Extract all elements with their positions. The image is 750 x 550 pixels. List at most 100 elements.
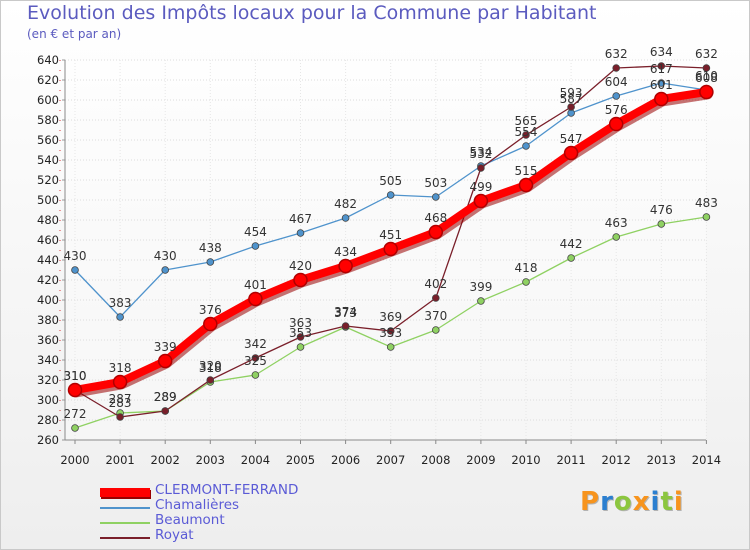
x-tick-label: 2000 bbox=[60, 453, 89, 467]
data-point-clermont-ferrand bbox=[338, 258, 353, 274]
data-point-beaumont bbox=[251, 371, 260, 379]
y-tick-label: 440 bbox=[37, 253, 59, 267]
x-tick-label: 2003 bbox=[196, 453, 225, 467]
data-point-chamali-res bbox=[116, 313, 124, 321]
data-label-chamali-res: 604 bbox=[605, 75, 628, 89]
x-tick-label: 2012 bbox=[602, 453, 631, 467]
data-labels: 430 383 430 438 454 467 482 505 503 534 554 587 604 6… bbox=[64, 45, 718, 421]
data-point-royat bbox=[702, 64, 711, 72]
data-point-royat bbox=[341, 322, 350, 330]
y-tick-label: 320 bbox=[37, 373, 59, 387]
y-tick-label: 260 bbox=[37, 433, 59, 447]
data-label-beaumont: 289 bbox=[154, 390, 177, 404]
data-label-royat: 374 bbox=[334, 305, 357, 319]
logo-letter: i bbox=[673, 487, 684, 517]
y-tick-label: 380 bbox=[37, 313, 59, 327]
legend-swatch-clermont-ferrand bbox=[100, 488, 150, 497]
x-tick-label: 2013 bbox=[647, 453, 676, 467]
data-point-clermont-ferrand bbox=[654, 91, 669, 107]
legend-label-royat: Royat bbox=[155, 527, 194, 543]
data-point-clermont-ferrand bbox=[383, 241, 398, 257]
data-label-royat: 565 bbox=[515, 114, 538, 128]
y-tick-label: 400 bbox=[37, 293, 59, 307]
data-label-clermont-ferrand: 468 bbox=[424, 211, 447, 225]
y-tick-label: 540 bbox=[37, 153, 59, 167]
x-tick-label: 2010 bbox=[511, 453, 540, 467]
data-point-royat bbox=[296, 333, 305, 341]
y-tick-label: 500 bbox=[37, 193, 59, 207]
y-tick-label: 580 bbox=[37, 113, 59, 127]
data-label-beaumont: 399 bbox=[469, 280, 492, 294]
x-tick-label: 2008 bbox=[421, 453, 450, 467]
data-point-royat bbox=[477, 164, 485, 172]
data-point-beaumont bbox=[522, 278, 530, 286]
data-point-royat bbox=[567, 103, 575, 111]
data-point-beaumont bbox=[431, 326, 440, 334]
data-point-chamali-res bbox=[386, 191, 395, 199]
data-label-beaumont: 442 bbox=[560, 237, 583, 251]
data-point-chamali-res bbox=[71, 266, 79, 274]
data-point-beaumont bbox=[612, 233, 620, 241]
data-point-chamali-res bbox=[296, 229, 305, 237]
y-tick-label: 300 bbox=[37, 393, 59, 407]
data-label-chamali-res: 383 bbox=[109, 296, 132, 310]
data-point-beaumont bbox=[702, 213, 711, 221]
data-label-clermont-ferrand: 376 bbox=[199, 303, 222, 317]
data-point-beaumont bbox=[296, 343, 305, 351]
legend-label-beaumont: Beaumont bbox=[155, 512, 225, 528]
data-point-clermont-ferrand bbox=[428, 224, 444, 240]
data-point-royat bbox=[161, 407, 170, 415]
data-label-chamali-res: 587 bbox=[560, 92, 583, 106]
y-tick-label: 360 bbox=[37, 333, 59, 347]
data-point-clermont-ferrand bbox=[518, 177, 534, 193]
data-label-beaumont: 483 bbox=[695, 196, 718, 210]
data-label-chamali-res: 482 bbox=[334, 197, 357, 211]
logo-letter: t bbox=[660, 487, 674, 517]
x-tick-label: 2006 bbox=[331, 453, 360, 467]
data-label-chamali-res: 430 bbox=[154, 249, 177, 263]
data-label-clermont-ferrand: 434 bbox=[334, 245, 357, 259]
data-label-clermont-ferrand: 601 bbox=[650, 78, 673, 92]
logo-letter: i bbox=[650, 487, 661, 517]
data-label-royat: 342 bbox=[244, 337, 267, 351]
legend-swatch-royat bbox=[100, 537, 150, 539]
data-label-chamali-res: 503 bbox=[424, 176, 447, 190]
x-tick-label: 2001 bbox=[105, 453, 134, 467]
data-label-clermont-ferrand: 451 bbox=[379, 228, 402, 242]
logo-letter: x bbox=[632, 487, 651, 517]
data-label-beaumont: 370 bbox=[424, 309, 447, 323]
data-point-clermont-ferrand bbox=[473, 193, 489, 209]
data-label-clermont-ferrand: 339 bbox=[154, 340, 177, 354]
data-label-clermont-ferrand: 608 bbox=[695, 71, 718, 85]
data-label-clermont-ferrand: 499 bbox=[469, 180, 492, 194]
data-point-royat bbox=[116, 413, 124, 421]
data-label-clermont-ferrand: 310 bbox=[64, 369, 87, 383]
data-label-royat: 289 bbox=[154, 390, 177, 404]
data-label-beaumont: 463 bbox=[605, 216, 628, 230]
data-point-royat bbox=[657, 62, 666, 70]
legend-swatch-chamalieres bbox=[100, 507, 150, 509]
data-point-chamali-res bbox=[161, 266, 170, 274]
y-tick-label: 620 bbox=[37, 73, 59, 87]
chart-subtitle: (en € et par an) bbox=[27, 27, 122, 41]
data-label-royat: 634 bbox=[650, 45, 673, 59]
y-tick-label: 340 bbox=[37, 353, 59, 367]
data-point-clermont-ferrand bbox=[203, 316, 218, 332]
data-label-beaumont: 318 bbox=[199, 361, 222, 375]
data-point-royat bbox=[612, 64, 620, 72]
data-label-chamali-res: 454 bbox=[244, 225, 267, 239]
data-point-beaumont bbox=[477, 297, 485, 305]
data-label-beaumont: 325 bbox=[244, 354, 267, 368]
proxiti-logo: Proxiti bbox=[580, 487, 684, 517]
data-label-chamali-res: 554 bbox=[515, 125, 538, 139]
y-tick-label: 600 bbox=[37, 93, 59, 107]
y-tick-label: 280 bbox=[37, 413, 59, 427]
x-tick-label: 2009 bbox=[466, 453, 495, 467]
data-label-beaumont: 353 bbox=[289, 326, 312, 340]
data-label-clermont-ferrand: 318 bbox=[109, 361, 132, 375]
x-tick-label: 2004 bbox=[241, 453, 270, 467]
data-label-beaumont: 287 bbox=[109, 392, 132, 406]
data-label-royat: 532 bbox=[469, 147, 492, 161]
y-tick-label: 480 bbox=[37, 213, 59, 227]
